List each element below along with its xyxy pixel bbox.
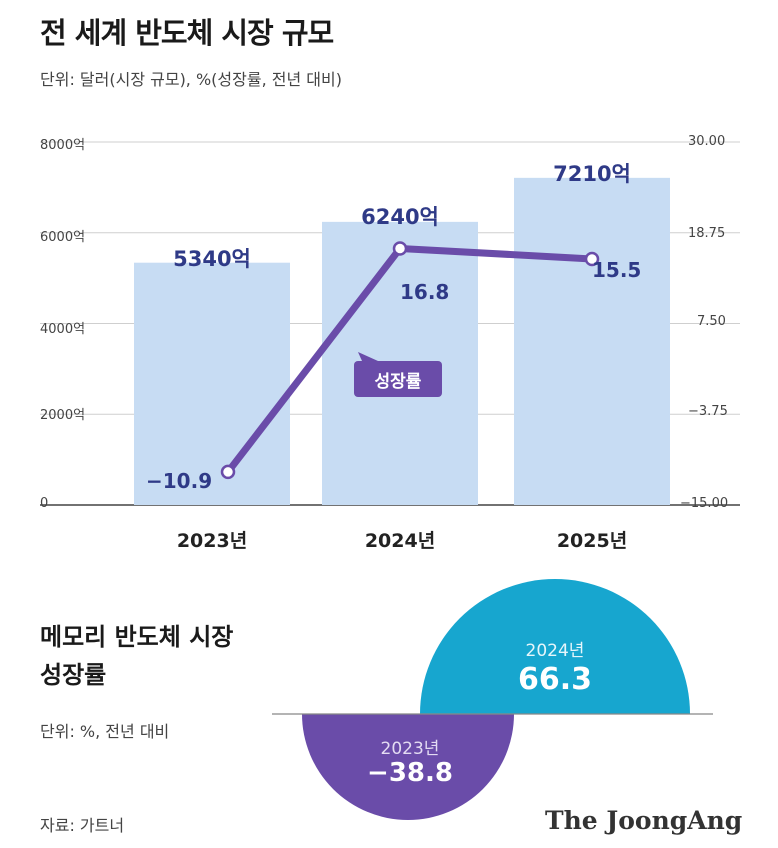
- semicircle-2023: [302, 714, 514, 820]
- growth-rate-tag: 성장률: [354, 361, 442, 397]
- growth-value-2023: −10.9: [146, 469, 213, 493]
- source-note: 자료: 가트너: [40, 816, 125, 835]
- memory-title-line2: 성장률: [40, 661, 107, 689]
- y-right-tick: 18.75: [688, 226, 726, 241]
- unit-note-memory: 단위: %, 전년 대비: [40, 722, 170, 741]
- y-left-tick: 2000억: [40, 408, 86, 423]
- semicircle-value-2024: 66.3: [517, 662, 593, 697]
- semicircle-value-2023: −38.8: [367, 758, 453, 788]
- y-left-tick: 6000억: [40, 230, 86, 245]
- x-label-2025: 2025년: [556, 530, 628, 552]
- chart-title: 전 세계 반도체 시장 규모: [40, 16, 334, 50]
- memory-chart-svg: [272, 579, 713, 820]
- bar-value-label-2025: 7210억: [553, 162, 631, 186]
- bar-value-label-2024: 6240억: [361, 205, 439, 229]
- unit-note-main: 단위: 달러(시장 규모), %(성장률, 전년 대비): [40, 70, 342, 89]
- growth-point-2024년: [392, 241, 408, 256]
- semicircle-year-2024: 2024년: [525, 641, 585, 661]
- y-left-tick: 0: [40, 496, 49, 511]
- y-right-tick: −3.75: [688, 404, 728, 419]
- y-left-tick: 4000억: [40, 322, 86, 337]
- growth-point-2023년: [220, 464, 236, 480]
- x-label-2023: 2023년: [176, 530, 248, 552]
- growth-tag-pointer: [358, 352, 378, 361]
- y-right-tick: 7.50: [697, 314, 726, 329]
- bar-value-label-2023: 5340억: [173, 247, 251, 271]
- y-left-tick: 8000억: [40, 138, 86, 153]
- brand-logo: The JoongAng: [545, 806, 743, 835]
- growth-value-2024: 16.8: [400, 280, 450, 304]
- main-chart-svg: [40, 141, 740, 506]
- memory-section-title: 메모리 반도체 시장 성장률: [40, 618, 233, 694]
- memory-title-line1: 메모리 반도체 시장: [40, 623, 234, 651]
- x-label-2024: 2024년: [364, 530, 436, 552]
- bar-2023년: [134, 262, 290, 505]
- bar-2025년: [514, 177, 670, 505]
- y-right-tick: 30.00: [688, 134, 726, 149]
- growth-point-2025년: [584, 251, 600, 267]
- semicircle-2024: [420, 579, 690, 714]
- y-right-tick: −15.00: [680, 496, 729, 511]
- semicircle-year-2023: 2023년: [380, 739, 440, 759]
- growth-value-2025: 15.5: [592, 258, 642, 282]
